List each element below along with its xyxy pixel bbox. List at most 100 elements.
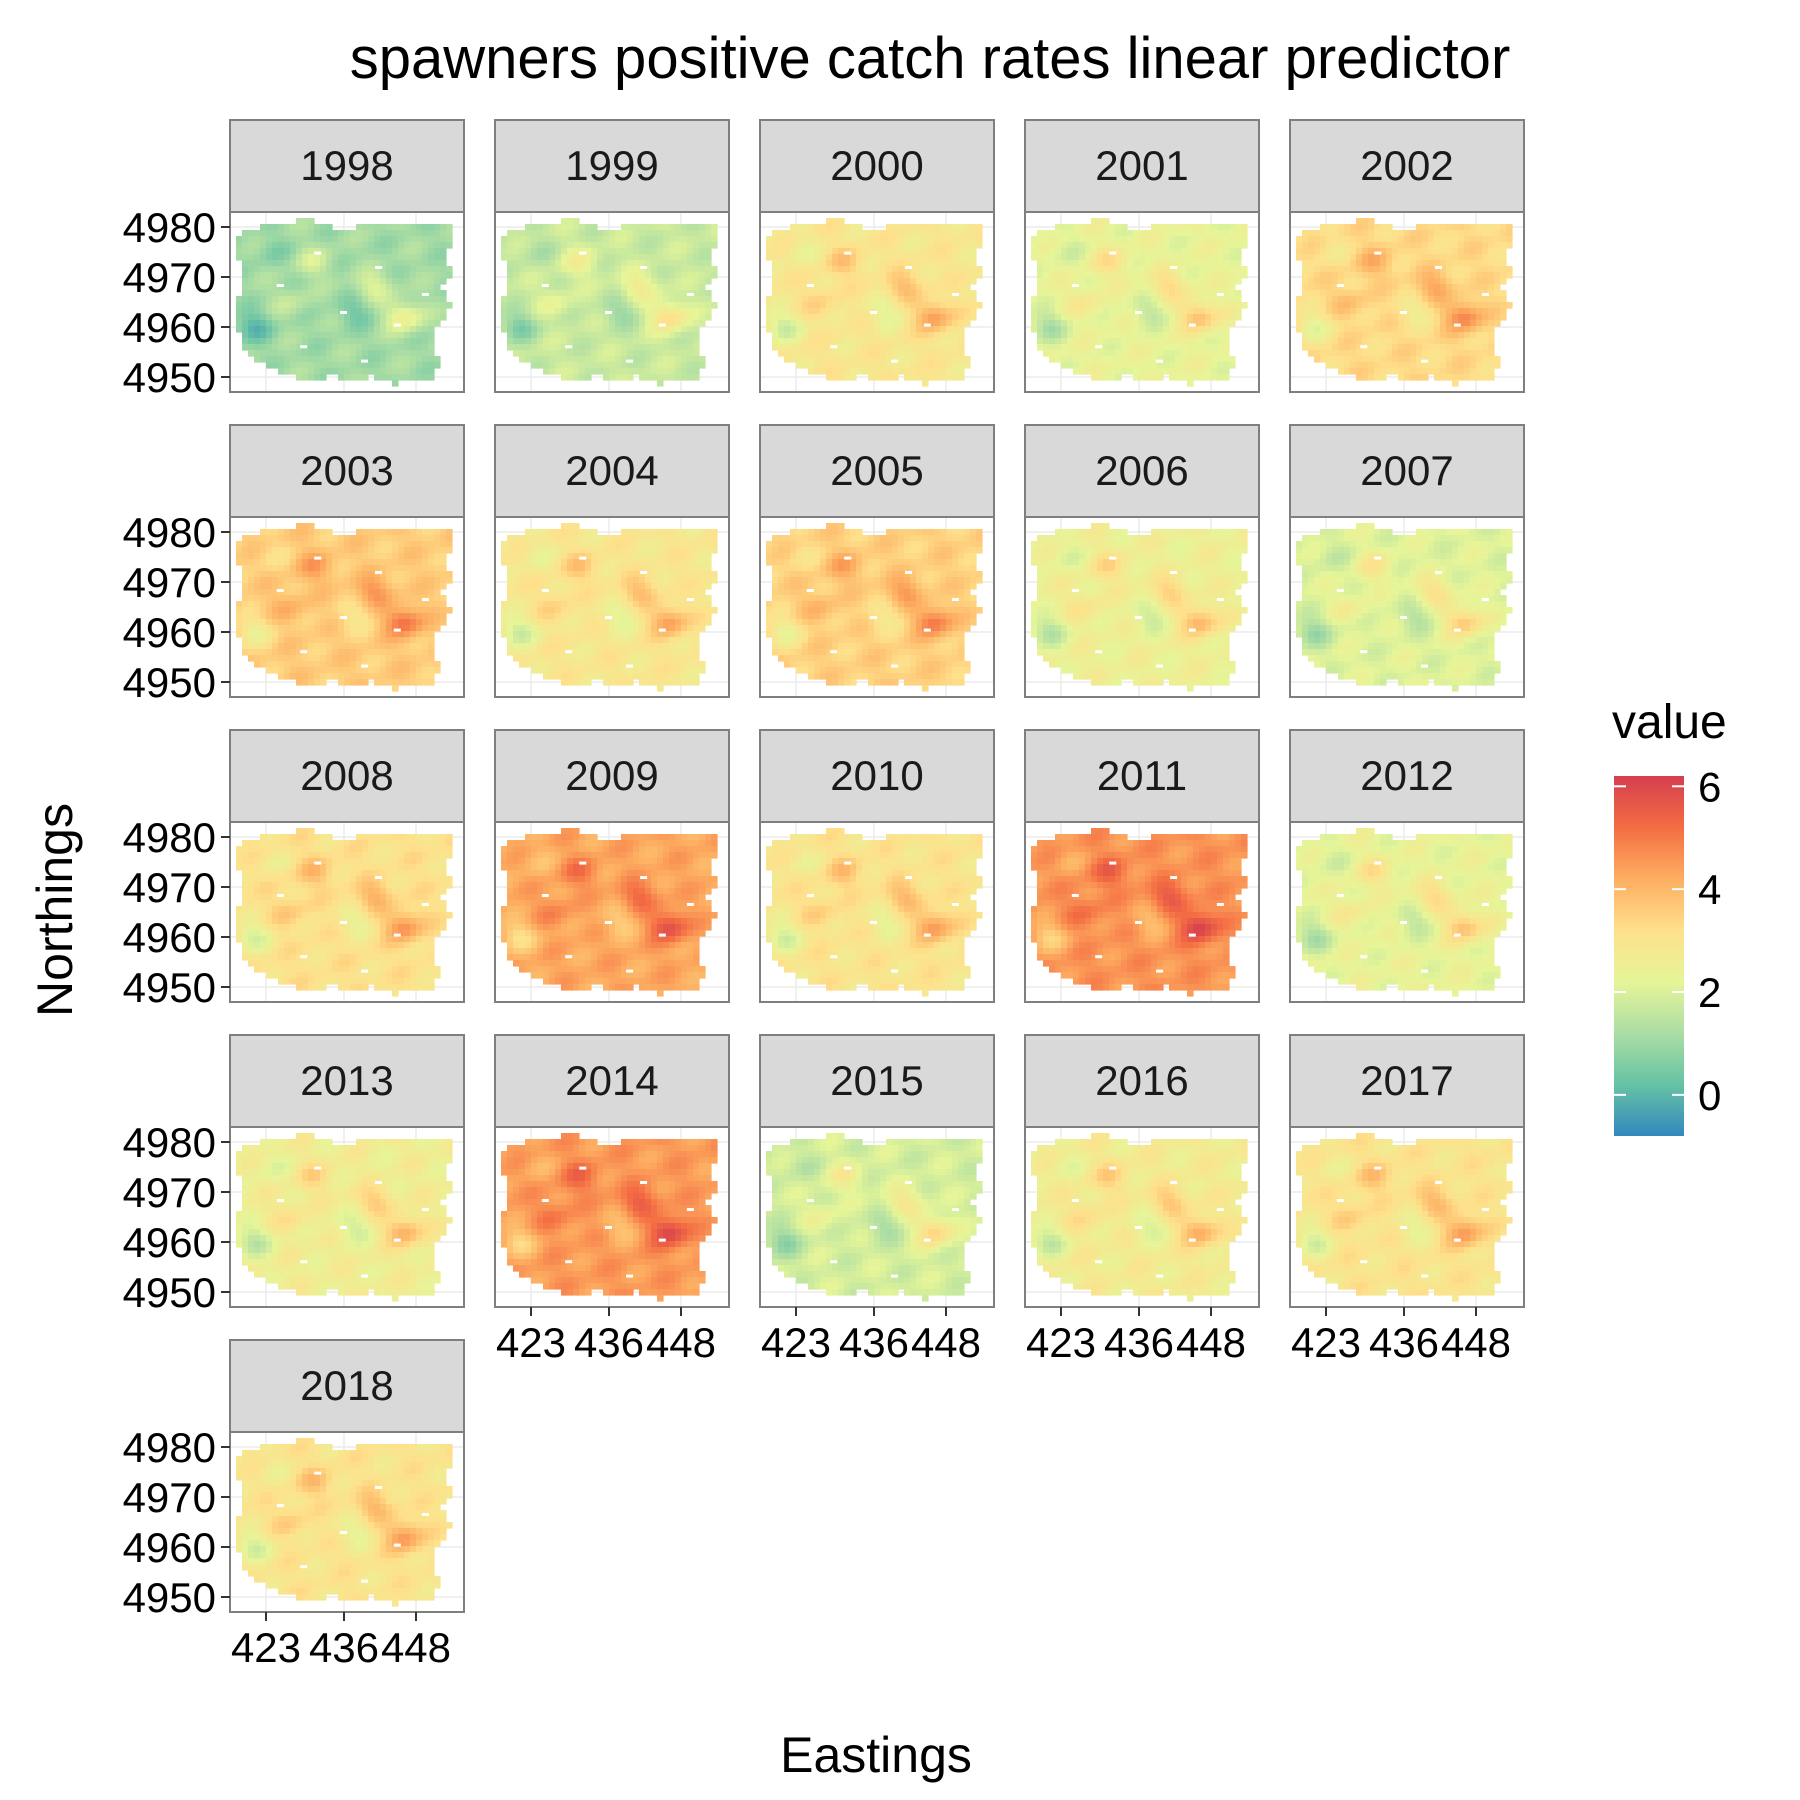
- heatmap-cell: [904, 254, 911, 261]
- heatmap-cell: [380, 320, 387, 327]
- heatmap-cell: [404, 332, 411, 339]
- heatmap-cell: [1488, 308, 1495, 315]
- heatmap-cell: [892, 374, 899, 381]
- heatmap-cell: [296, 523, 303, 530]
- heatmap-cell: [350, 266, 357, 273]
- heatmap-cell: [338, 553, 345, 560]
- heatmap-cell: [332, 308, 339, 315]
- heatmap-cell: [856, 278, 863, 285]
- heatmap-cell: [1476, 374, 1483, 381]
- heatmap-cell: [404, 242, 411, 249]
- heatmap-cell: [242, 296, 249, 303]
- heatmap-cell: [1091, 350, 1098, 357]
- heatmap-cell: [663, 272, 670, 279]
- heatmap-cell: [308, 589, 315, 596]
- heatmap-cell: [898, 344, 905, 351]
- heatmap-cell: [350, 242, 357, 249]
- heatmap-cell: [856, 338, 863, 345]
- heatmap-cell: [597, 254, 604, 261]
- y-tick-label: 4960: [123, 304, 216, 351]
- heatmap-cell: [1139, 332, 1146, 339]
- heatmap-cell: [796, 254, 803, 261]
- heatmap-cell: [1446, 350, 1453, 357]
- heatmap-cell: [356, 368, 363, 375]
- heatmap-cell: [350, 272, 357, 279]
- heatmap-cell: [826, 302, 833, 309]
- heatmap-cell: [1296, 302, 1303, 309]
- heatmap-cell: [416, 290, 423, 297]
- heatmap-cell: [362, 362, 369, 369]
- heatmap-cell: [796, 320, 803, 327]
- heatmap-cell: [314, 595, 321, 602]
- heatmap-cell: [699, 302, 706, 309]
- heatmap-cell: [320, 607, 327, 614]
- heatmap-cell: [266, 595, 273, 602]
- heatmap-cell: [639, 338, 646, 345]
- heatmap-cell: [236, 607, 243, 614]
- heatmap-cell: [1338, 338, 1345, 345]
- heatmap-cell: [416, 571, 423, 578]
- heatmap-cell: [296, 266, 303, 273]
- heatmap-cell: [272, 607, 279, 614]
- heatmap-cell: [651, 248, 658, 255]
- heatmap-cell: [266, 571, 273, 578]
- heatmap-cell: [1091, 374, 1098, 381]
- heatmap-cell: [820, 236, 827, 243]
- heatmap-cell: [1193, 320, 1200, 327]
- heatmap-cell: [808, 236, 815, 243]
- heatmap-cell: [1470, 368, 1477, 375]
- heatmap-cell: [639, 260, 646, 267]
- heatmap-cell: [874, 248, 881, 255]
- heatmap-cell: [802, 248, 809, 255]
- heatmap-cell: [344, 350, 351, 357]
- heatmap-cell: [567, 254, 574, 261]
- heatmap-cell: [290, 290, 297, 297]
- heatmap-cell: [296, 296, 303, 303]
- heatmap-cell: [826, 332, 833, 339]
- heatmap-cell: [422, 559, 429, 566]
- heatmap-cell: [1211, 242, 1218, 249]
- heatmap-cell: [1332, 296, 1339, 303]
- heatmap-cell: [332, 284, 339, 291]
- heatmap-cell: [1386, 266, 1393, 273]
- heatmap-cell: [1308, 308, 1315, 315]
- heatmap-cell: [422, 284, 429, 291]
- heatmap-cell: [1458, 338, 1465, 345]
- heatmap-cell: [284, 529, 291, 536]
- heatmap-cell: [410, 272, 417, 279]
- heatmap-cell: [1314, 326, 1321, 333]
- heatmap-cell: [1097, 242, 1104, 249]
- heatmap-cell: [254, 619, 261, 626]
- heatmap-cell: [1362, 248, 1369, 255]
- heatmap-cell: [1139, 248, 1146, 255]
- heatmap-cell: [1211, 230, 1218, 237]
- heatmap-cell: [591, 356, 598, 363]
- heatmap-cell: [296, 254, 303, 261]
- heatmap-cell: [543, 338, 550, 345]
- heatmap-cell: [868, 338, 875, 345]
- heatmap-cell: [1464, 332, 1471, 339]
- heatmap-cell: [808, 362, 815, 369]
- heatmap-cell: [374, 224, 381, 231]
- heatmap-cell: [338, 344, 345, 351]
- heatmap-cell: [1350, 278, 1357, 285]
- heatmap-cell: [254, 296, 261, 303]
- heatmap-cell: [934, 320, 941, 327]
- heatmap-cell: [1103, 296, 1110, 303]
- heatmap-cell: [326, 332, 333, 339]
- heatmap-cell: [416, 314, 423, 321]
- heatmap-cell: [1494, 236, 1501, 243]
- heatmap-cell: [525, 260, 532, 267]
- heatmap-cell: [1073, 242, 1080, 249]
- heatmap-cell: [1109, 236, 1116, 243]
- heatmap-cell: [1061, 320, 1068, 327]
- heatmap-cell: [1458, 344, 1465, 351]
- heatmap-cell: [657, 332, 664, 339]
- heatmap-cell: [1380, 308, 1387, 315]
- heatmap-cell: [531, 260, 538, 267]
- heatmap-cell: [802, 266, 809, 273]
- heatmap-cell: [567, 242, 574, 249]
- heatmap-cell: [573, 296, 580, 303]
- heatmap-cell: [284, 278, 291, 285]
- heatmap-cell: [284, 326, 291, 333]
